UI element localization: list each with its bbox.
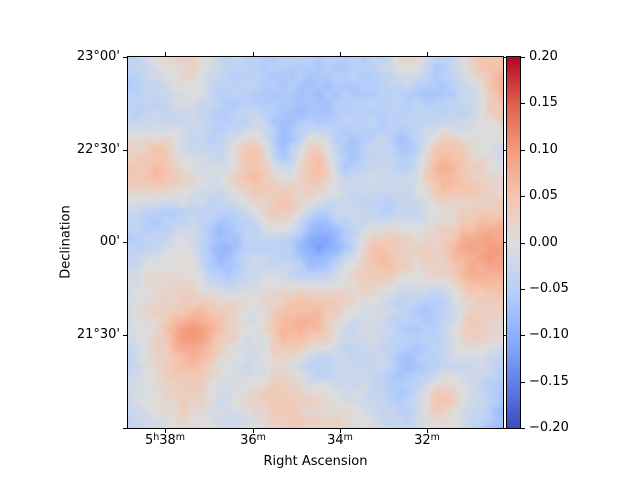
x-tick-superscript: m [430,432,440,443]
colorbar-tick-label: 0.05 [529,188,558,203]
y-tick [123,335,127,336]
x-axis-label: Right Ascension [263,454,368,469]
x-tick [340,429,341,433]
colorbar-tick [521,196,525,197]
colorbar-tick-label: −0.05 [529,281,569,296]
x-tick-label: 5h38m [125,432,205,449]
x-tick-top [165,52,166,56]
colorbar-tick [521,103,525,104]
x-tick-superscript: m [175,432,186,443]
y-tick [123,242,127,243]
x-tick-superscript: m [343,432,353,443]
x-tick-text: 34 [327,433,344,448]
y-tick-right [504,428,507,429]
colorbar-tick [521,382,525,383]
y-tick-label: 23°00' [76,49,120,64]
colorbar-tick [521,57,525,58]
colorbar [506,56,521,429]
colorbar-tick [521,243,525,244]
colorbar-tick-label: −0.20 [529,420,569,435]
y-tick [123,57,127,58]
x-tick-superscript: m [256,432,266,443]
x-tick-label: 36m [213,432,293,449]
x-tick-text: 32 [414,433,431,448]
colorbar-tick-label: 0.20 [529,49,558,64]
colorbar-tick-label: 0.15 [529,95,558,110]
x-tick-text: 38 [159,433,176,448]
colorbar-tick-label: 0.00 [529,235,558,250]
colorbar-tick-label: −0.15 [529,374,569,389]
x-tick-label: 32m [387,432,467,449]
y-tick-label: 22°30' [76,142,120,157]
y-axis-label: Declination [58,205,74,279]
x-tick-label: 34m [300,432,380,449]
x-tick-top [253,52,254,56]
y-tick-label: 00' [99,234,120,249]
y-tick-right [504,150,507,151]
colorbar-tick [521,289,525,290]
y-tick-right [504,57,507,58]
x-tick [427,429,428,433]
x-tick-top [340,52,341,56]
colorbar-tick [521,335,525,336]
x-tick-text: 36 [240,433,257,448]
y-tick [123,428,127,429]
y-tick [123,150,127,151]
y-tick-right [504,242,507,243]
heatmap-image [128,57,503,428]
x-tick [165,429,166,433]
y-tick-right [504,335,507,336]
x-tick-superscript: h [153,432,160,443]
colorbar-tick [521,150,525,151]
x-tick-text: 5 [144,433,154,448]
y-tick-label: 21°30' [76,327,120,342]
colorbar-tick-label: −0.10 [529,327,569,342]
x-tick [253,429,254,433]
colorbar-tick-label: 0.10 [529,142,558,157]
colorbar-tick [521,428,525,429]
x-tick-top [427,52,428,56]
